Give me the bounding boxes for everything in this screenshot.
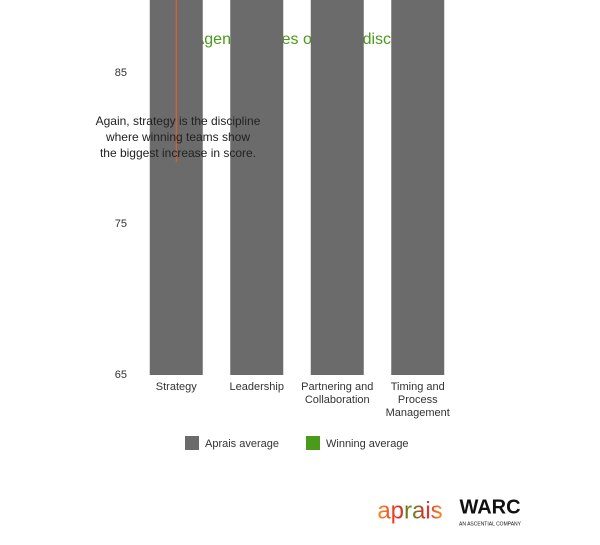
y-tick-label: 85 (115, 67, 127, 79)
x-tick-label: Timing and Process Management (385, 381, 450, 419)
bar-segment (310, 0, 364, 375)
legend-label: Winning average (326, 438, 409, 450)
annotation: the biggest increase in score. (100, 146, 256, 160)
x-tick-label: Leadership (229, 381, 284, 393)
legend-label: Aprais average (205, 438, 279, 450)
x-tick-label: Strategy (155, 381, 197, 393)
aprais-logo: aprais (377, 497, 442, 524)
warc-tagline: AN ASCENTIAL COMPANY (459, 521, 522, 527)
annotation: Again, strategy is the discipline (96, 114, 261, 128)
bar-segment (230, 0, 284, 375)
x-tick-label: Partnering and Collaboration (301, 381, 374, 406)
y-tick-label: 65 (115, 369, 127, 381)
y-tick-label: 75 (115, 218, 127, 230)
legend-swatch (306, 436, 320, 450)
bar-segment (391, 0, 445, 375)
legend-swatch (185, 436, 199, 450)
warc-logo: WARC (459, 496, 520, 518)
annotation: where winning teams show (105, 130, 250, 144)
